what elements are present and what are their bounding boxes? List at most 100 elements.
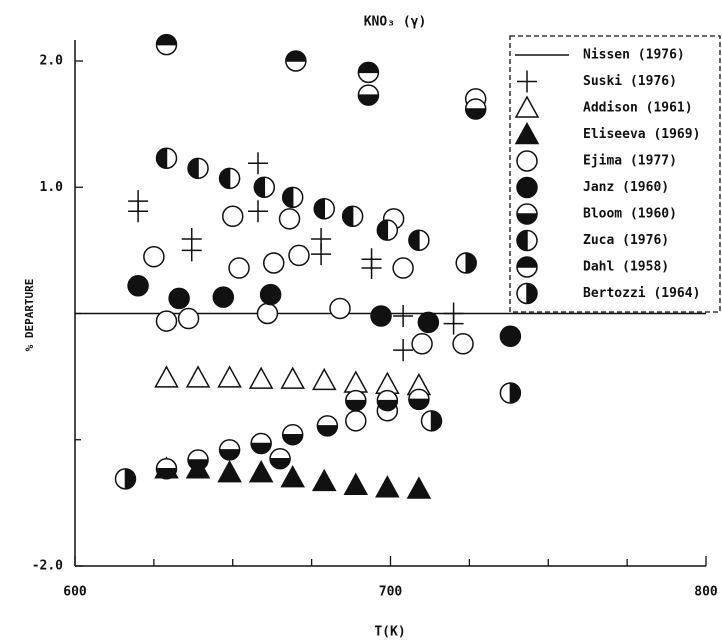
marker-half-left [376,219,399,241]
marker-half-right [499,382,522,404]
marker-circle-filled [127,274,149,297]
half-fill [358,95,379,106]
x-axis-label: T(K) [374,625,405,640]
marker-plus [393,339,414,362]
half-fill [188,158,199,179]
marker-triangle-filled [514,121,540,145]
marker-circle-open [228,257,250,279]
marker-half-left [341,205,364,228]
half-fill [285,51,306,61]
legend-label: Zuca (1976) [583,233,669,248]
half-fill [282,187,293,208]
circle [452,333,474,355]
circle [127,274,149,297]
legend-label: Bloom (1960) [583,207,677,222]
triangle [217,460,242,483]
marker-circle-filled [516,176,538,199]
half-fill [270,458,291,469]
marker-circle-open [222,205,244,228]
half-fill [517,214,537,224]
circle [329,297,351,320]
half-fill [345,400,366,411]
marker-triangle-open [514,95,540,118]
half-fill [219,449,240,460]
half-fill [219,168,230,189]
marker-half-bottom [250,432,272,455]
marker-half-left [155,147,178,169]
marker-triangle-open [343,370,369,393]
half-fill [156,468,177,479]
circle [516,176,538,199]
half-fill [254,177,265,198]
marker-plus [361,257,382,280]
marker-half-right [516,282,538,305]
marker-triangle-open [248,366,274,389]
triangle [248,460,274,483]
circle [222,205,244,228]
marker-half-bottom [376,389,399,412]
circle [392,257,414,279]
marker-half-bottom [516,203,538,225]
marker-circle-filled [168,287,190,310]
marker-triangle-filled [280,465,305,488]
half-fill [317,425,338,436]
half-fill [517,230,527,251]
half-fill [314,198,325,219]
marker-half-top [285,50,307,72]
marker-circle-open [155,310,178,332]
triangle [185,365,211,388]
chart-title: KNO₃ (γ) [364,15,427,30]
triangle [154,365,179,388]
marker-circle-open [516,150,538,172]
legend-box [509,35,721,313]
marker-half-left [313,197,335,220]
circle [177,307,200,330]
marker-plus [443,312,464,335]
triangle [311,468,337,492]
half-fill [188,459,209,470]
half-fill [408,399,429,410]
marker-plus [311,243,332,266]
circle [345,410,367,432]
legend-label: Addison (1961) [583,101,693,116]
marker-circle-open [256,302,279,325]
marker-triangle-open [217,365,242,388]
half-fill [408,230,419,251]
triangle [217,365,242,388]
marker-circle-open [411,333,433,355]
marker-half-bottom [408,388,430,411]
marker-circle-open [278,208,301,230]
x-tick-label: 600 [63,585,87,600]
half-fill [251,443,272,454]
half-fill [465,108,486,119]
triangle [343,472,369,495]
marker-circle-open [263,252,285,274]
triangle [311,367,337,391]
circle [263,252,285,274]
triangle [375,475,400,498]
marker-triangle-filled [217,460,242,483]
circle [516,150,538,172]
legend-label: Nissen (1976) [583,48,685,63]
triangle [280,366,305,389]
circle [256,302,279,325]
marker-circle-open [345,410,367,432]
triangle [280,465,305,488]
marker-plus [517,70,537,93]
marker-triangle-open [280,366,305,389]
marker-plus [393,305,414,328]
marker-circle-open [143,245,165,268]
marker-half-left [408,229,430,252]
marker-plus [247,152,268,175]
triangle [514,121,540,145]
triangle [248,366,274,389]
half-fill [377,220,388,241]
half-fill [125,468,136,489]
half-fill [527,283,537,304]
marker-triangle-filled [343,472,369,495]
half-fill [342,206,353,227]
triangle [343,370,369,393]
half-fill [510,383,521,404]
half-fill [517,257,537,267]
